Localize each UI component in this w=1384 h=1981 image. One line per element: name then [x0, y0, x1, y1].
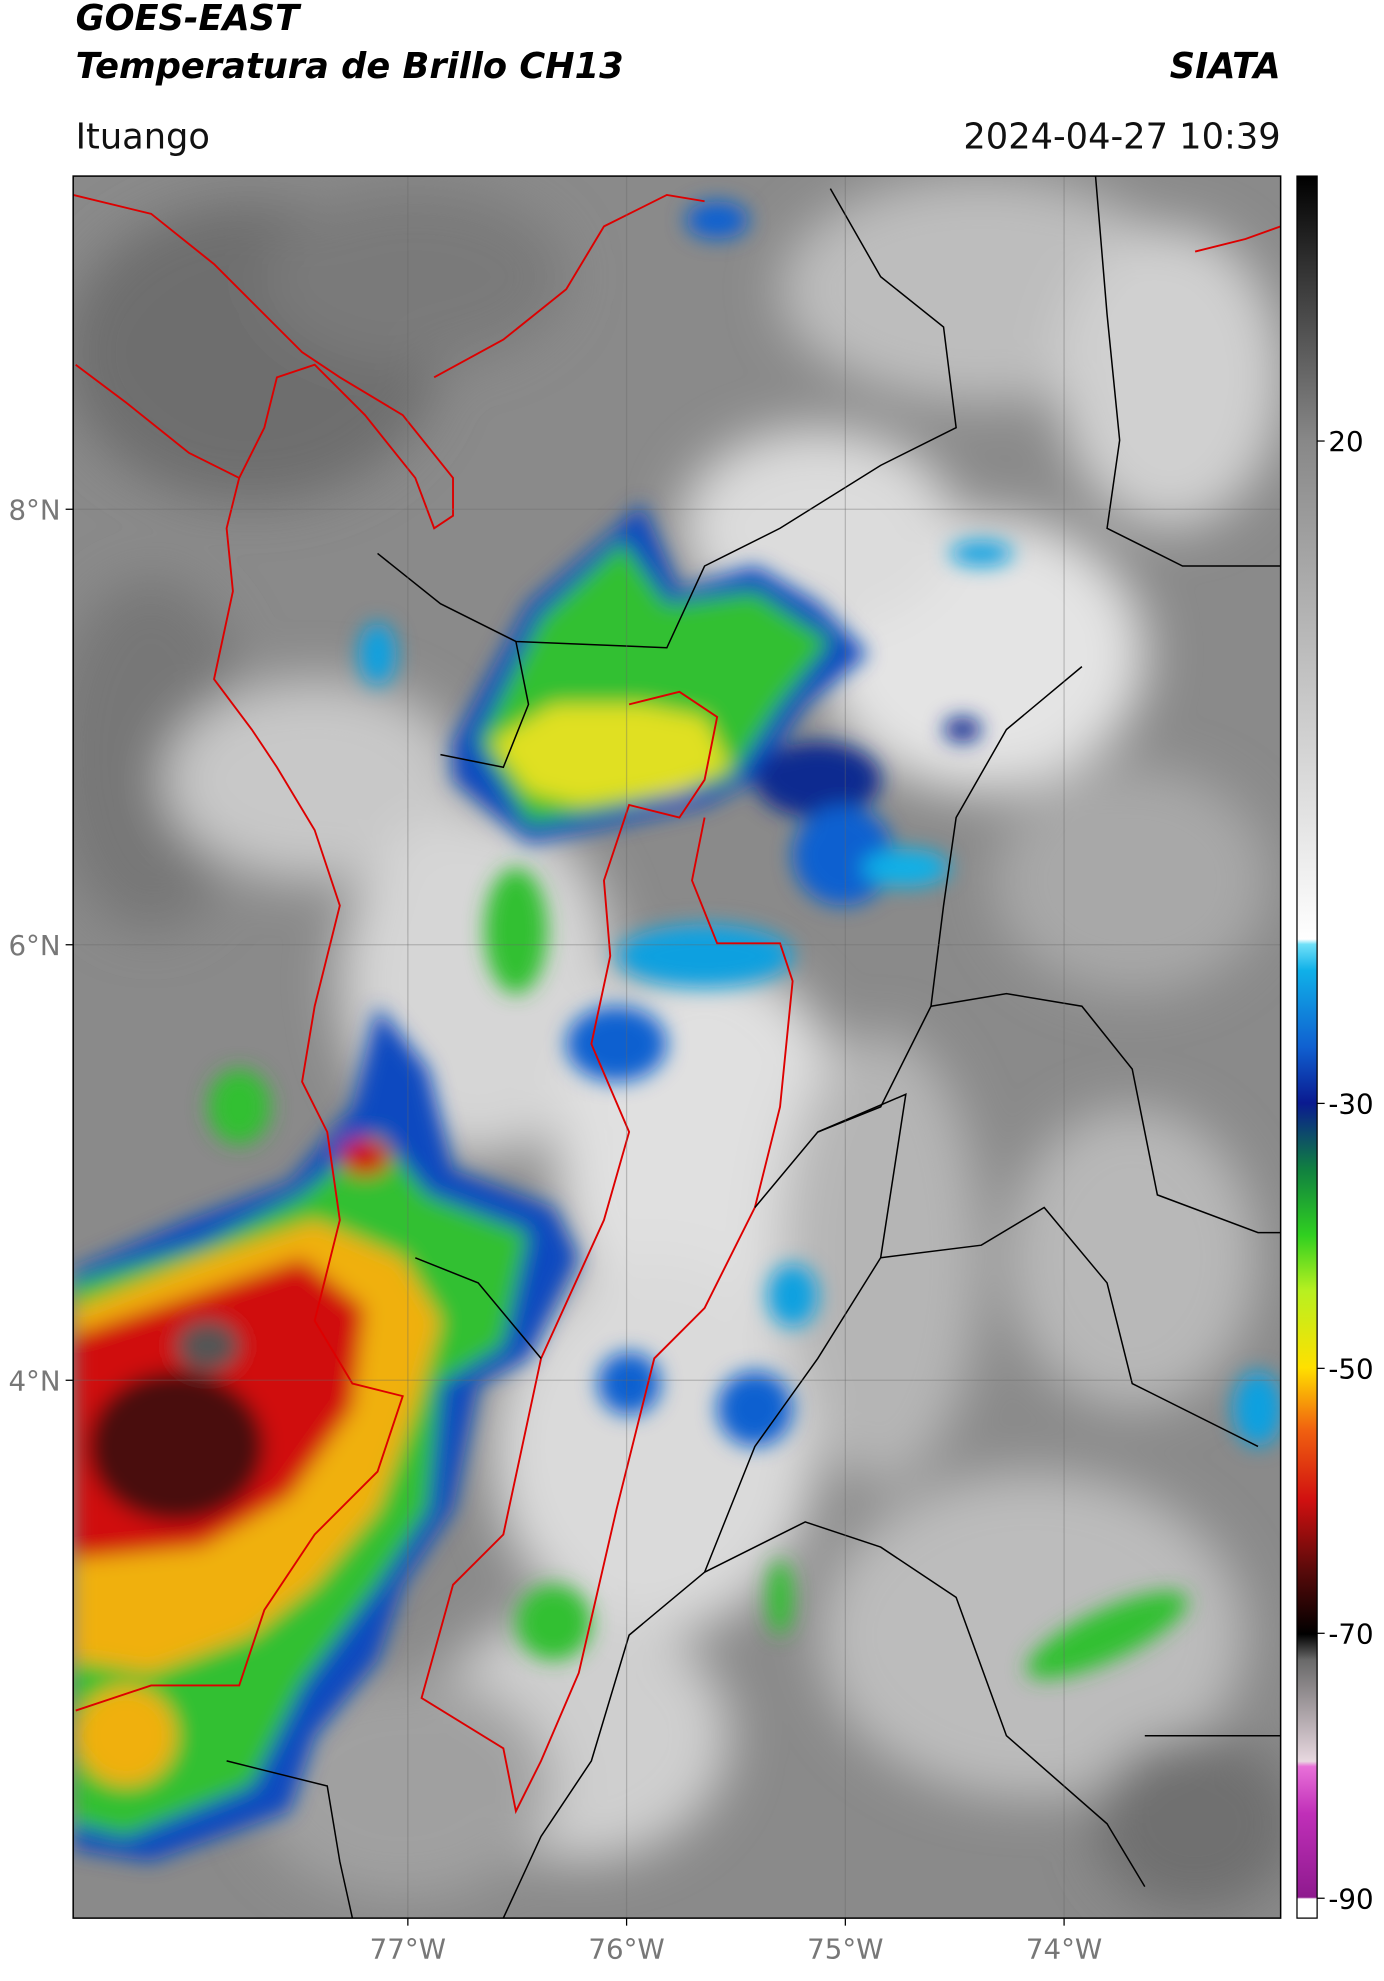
grid [73, 176, 1281, 1919]
colorbar-tick-label: -70 [1328, 1617, 1373, 1650]
lon-tick-label: 77°W [370, 1932, 446, 1965]
colorbar-tick-label: -30 [1328, 1087, 1373, 1120]
satellite-image [73, 176, 1281, 1919]
map-frame [72, 175, 1282, 1919]
lat-tick-label: 6°N [8, 929, 60, 962]
colorbar [1296, 175, 1318, 1919]
colorbar-tick-label: -90 [1328, 1882, 1373, 1915]
lat-tick-label: 4°N [8, 1364, 60, 1397]
colorbar-tick-label: 20 [1328, 425, 1363, 458]
lon-tick-label: 74°W [1026, 1932, 1102, 1965]
title: GOES-EAST [76, 0, 302, 39]
subtitle: Temperatura de Brillo CH13 [76, 46, 624, 87]
location: Ituango [76, 116, 210, 157]
lon-tick-label: 75°W [807, 1932, 883, 1965]
colorbar-tick-label: -50 [1328, 1352, 1373, 1385]
datetime: 2024-04-27 10:39 [963, 116, 1280, 157]
lon-tick-label: 76°W [588, 1932, 664, 1965]
lat-tick-label: 8°N [8, 493, 60, 526]
source: SIATA [1170, 46, 1281, 87]
